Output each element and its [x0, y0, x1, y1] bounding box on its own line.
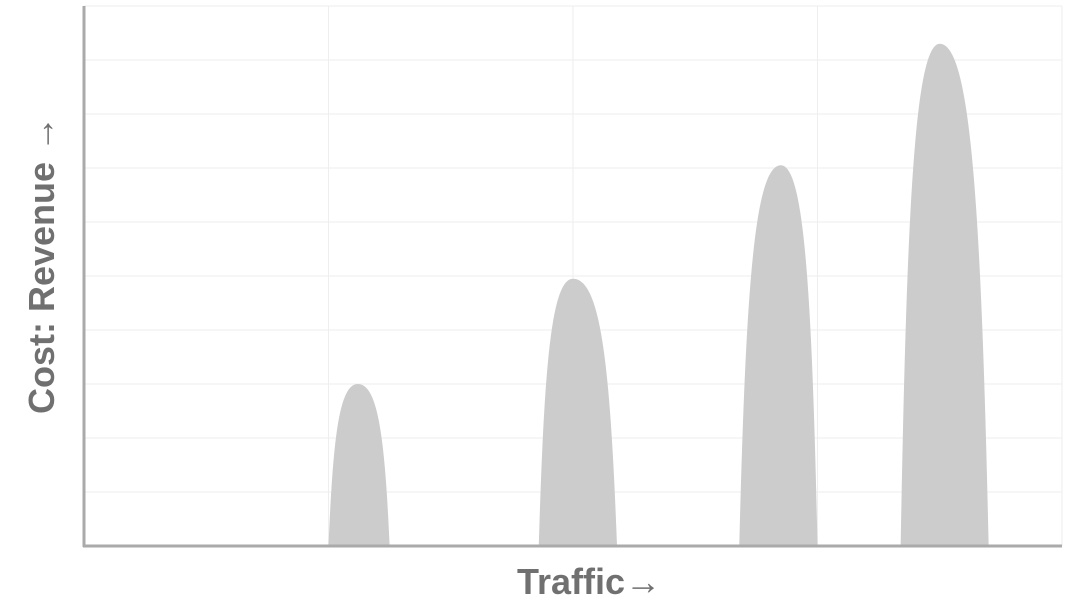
- y-axis-label: Cost: Revenue →: [21, 116, 62, 414]
- data-peak: [739, 165, 818, 547]
- data-series: [328, 43, 989, 547]
- data-peak: [328, 384, 390, 546]
- data-peak: [538, 278, 618, 546]
- x-axis-label: Traffic→: [517, 561, 661, 602]
- axes: [82, 6, 1062, 548]
- data-peak: [900, 43, 989, 547]
